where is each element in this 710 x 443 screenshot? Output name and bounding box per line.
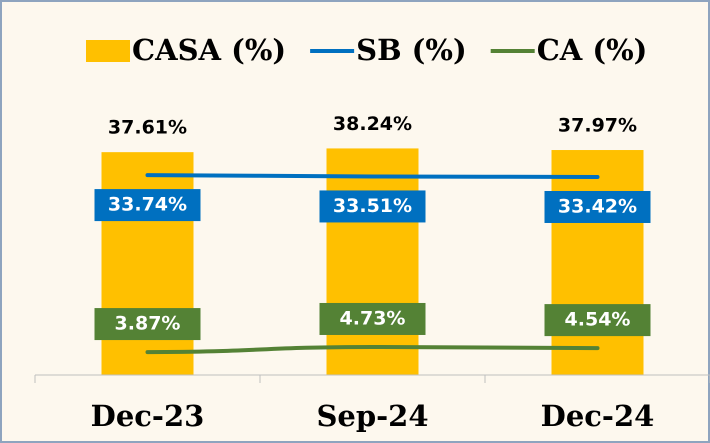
value-label: 33.42% [558, 195, 637, 217]
legend-label: CASA (%) [132, 33, 286, 67]
x-tick-label: Dec-23 [91, 399, 205, 433]
value-label-box [94, 308, 201, 341]
value-label: 3.87% [115, 313, 181, 335]
value-label: 4.54% [565, 309, 631, 331]
value-label-box [544, 190, 651, 223]
value-label: 33.74% [108, 194, 187, 216]
line [145, 344, 600, 355]
value-label: 37.97% [558, 115, 637, 137]
legend-label: CA (%) [537, 33, 648, 67]
bar [101, 152, 194, 375]
line [145, 173, 600, 179]
bar [326, 148, 419, 375]
value-label: 33.51% [333, 195, 412, 217]
value-label-box [544, 304, 651, 337]
x-tick-label: Dec-24 [541, 399, 655, 433]
x-tick-label: Sep-24 [316, 399, 428, 433]
legend-label: SB (%) [356, 33, 467, 67]
value-label: 4.73% [340, 307, 406, 329]
legend-swatch [86, 40, 130, 62]
value-label: 37.61% [108, 117, 187, 139]
value-label: 38.24% [333, 113, 412, 135]
bar [551, 150, 644, 375]
value-label-box [319, 190, 426, 223]
value-label-box [319, 302, 426, 335]
value-label-box [94, 189, 201, 222]
